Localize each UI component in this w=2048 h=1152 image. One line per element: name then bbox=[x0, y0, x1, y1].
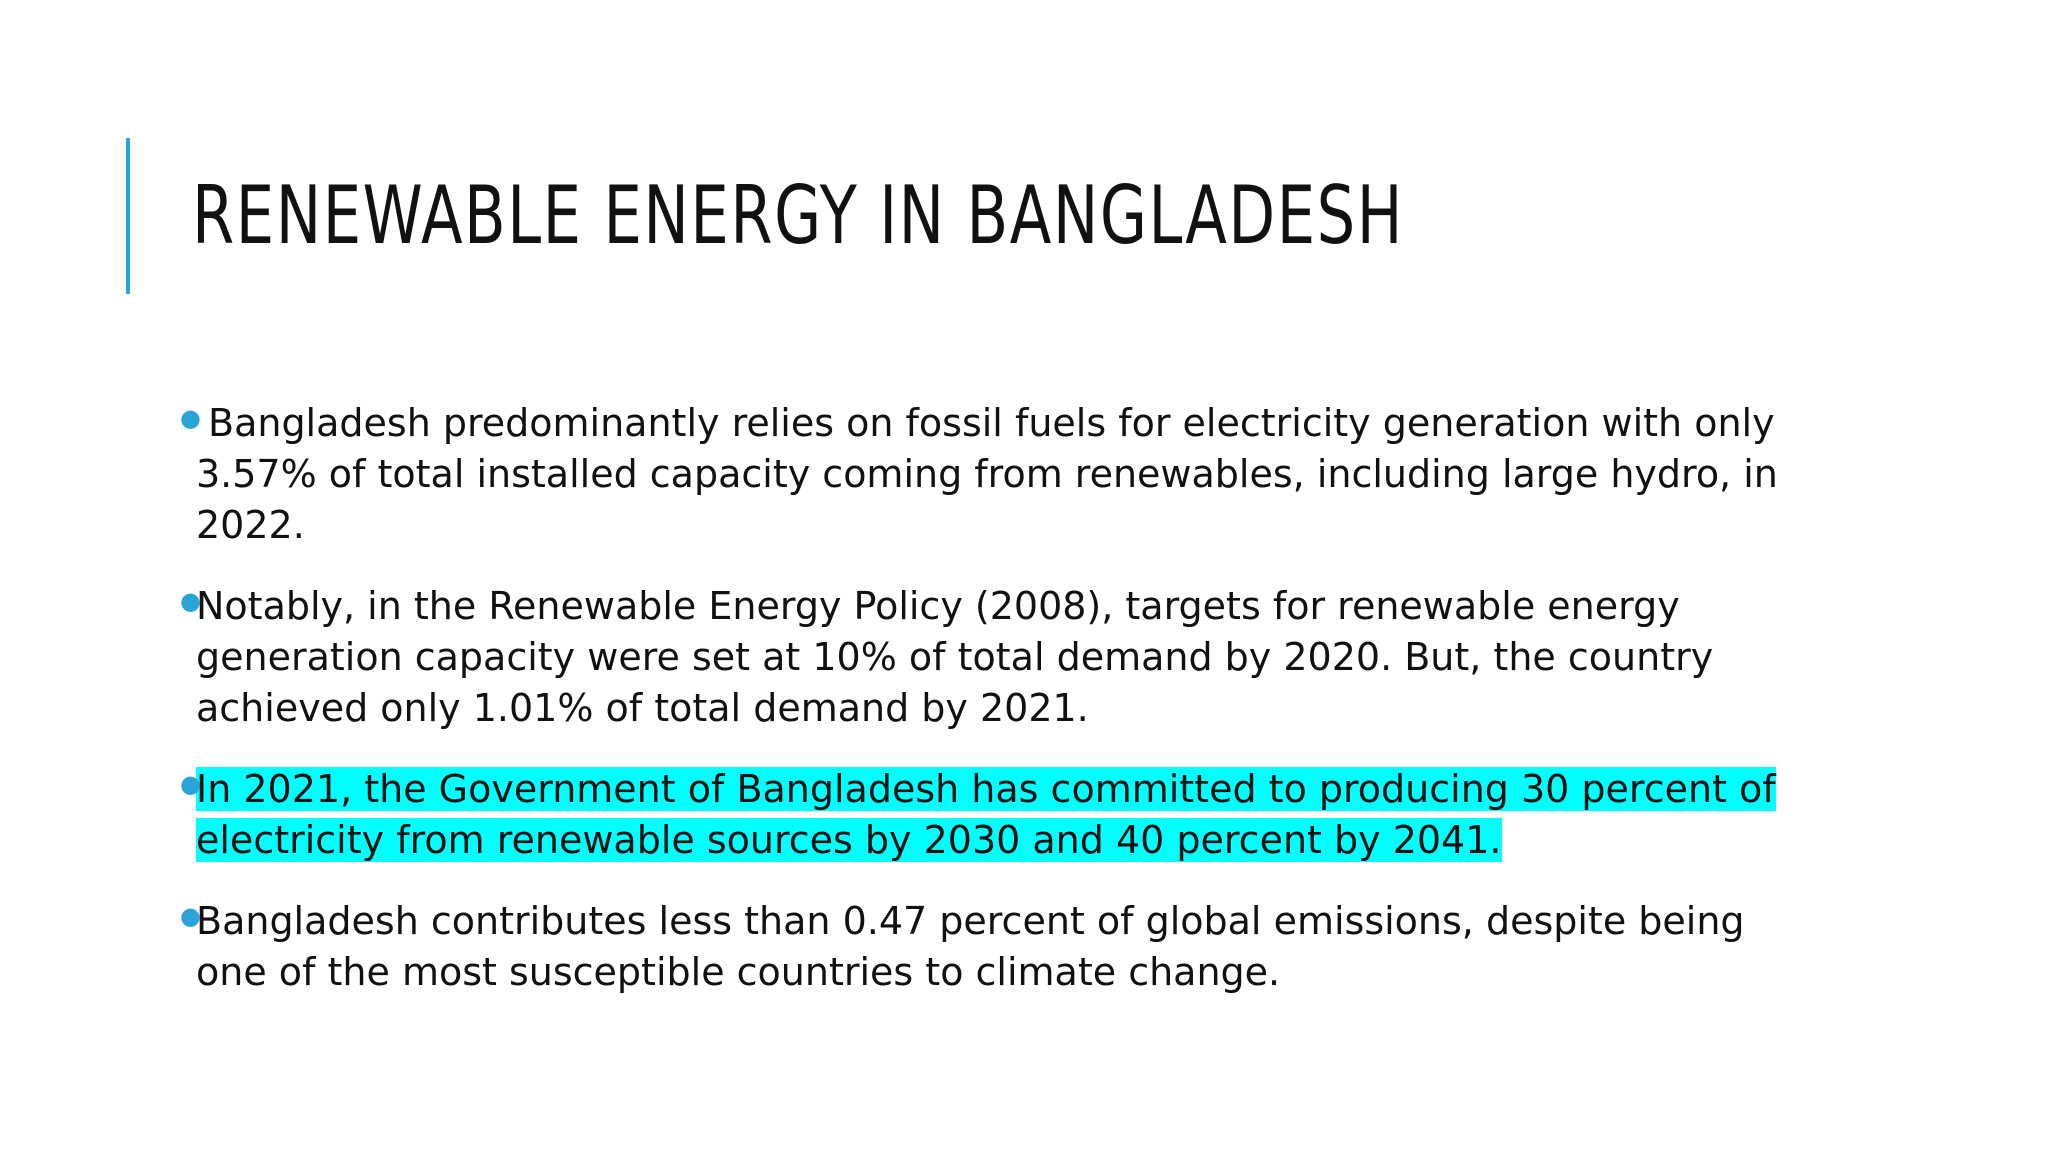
bullet-dot-icon: ● bbox=[180, 587, 201, 615]
bullet-text: Bangladesh contributes less than 0.47 pe… bbox=[196, 899, 1745, 994]
bullet-item: ● Notably, in the Renewable Energy Polic… bbox=[180, 581, 1820, 734]
bullet-item: ● Bangladesh contributes less than 0.47 … bbox=[180, 896, 1820, 998]
bullet-list: ● Bangladesh predominantly relies on fos… bbox=[180, 398, 1820, 1028]
bullet-dot-icon: ● bbox=[180, 770, 201, 798]
bullet-text-wrapper: In 2021, the Government of Bangladesh ha… bbox=[196, 764, 1820, 866]
bullet-dot-icon: ● bbox=[180, 902, 201, 930]
highlighted-text: In 2021, the Government of Bangladesh ha… bbox=[196, 767, 1776, 862]
title-accent-bar bbox=[126, 138, 130, 294]
bullet-text: Bangladesh predominantly relies on fossi… bbox=[196, 401, 1778, 547]
bullet-item: ● Bangladesh predominantly relies on fos… bbox=[180, 398, 1820, 551]
bullet-item-highlighted: ● In 2021, the Government of Bangladesh … bbox=[180, 764, 1820, 866]
bullet-text: Notably, in the Renewable Energy Policy … bbox=[196, 584, 1714, 730]
slide-title: RENEWABLE ENERGY IN BANGLADESH bbox=[192, 169, 1405, 262]
bullet-dot-icon: ● bbox=[180, 404, 201, 432]
